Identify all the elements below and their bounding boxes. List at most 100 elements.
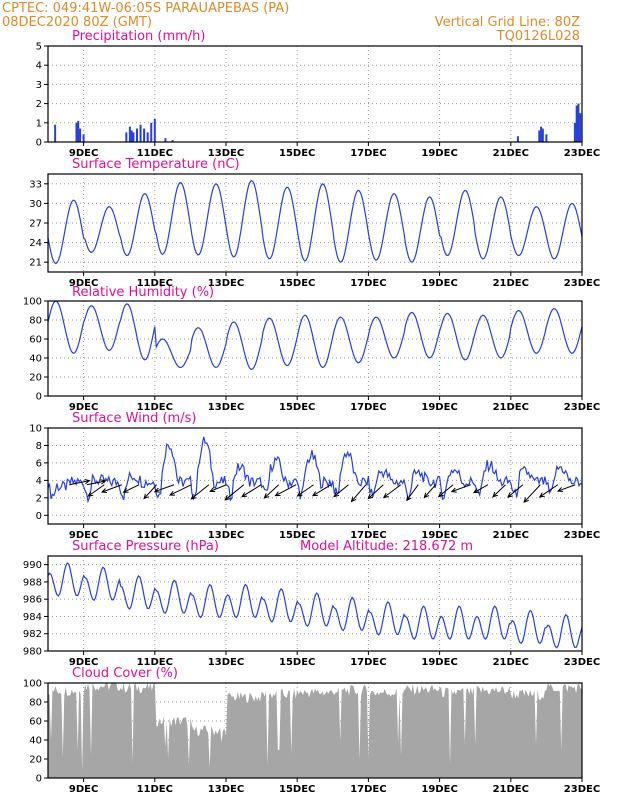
wind-arrow <box>406 484 419 501</box>
wind-arrow-head <box>100 479 107 485</box>
y-tick-label: 60 <box>29 717 42 728</box>
x-tick-label: 13DEC <box>208 784 244 795</box>
x-tick-label: 23DEC <box>564 657 600 668</box>
y-tick-label: 5 <box>36 42 42 53</box>
wind-arrow-head <box>169 490 176 496</box>
bar <box>516 136 519 142</box>
wind-arrow-head <box>333 491 340 498</box>
wind-arrow <box>143 484 157 499</box>
x-tick-label: 11DEC <box>137 657 173 668</box>
x-tick-label: 15DEC <box>279 278 315 289</box>
bar <box>577 103 580 142</box>
y-tick-label: 3 <box>36 80 42 91</box>
y-tick-label: 986 <box>23 595 42 606</box>
wind-arrow <box>333 484 349 497</box>
x-tick-label: 17DEC <box>350 278 386 289</box>
panel-pres: Surface Pressure (hPa) Model Altitude: 21… <box>23 539 600 668</box>
x-tick-label: 21DEC <box>493 278 529 289</box>
panel-title: Relative Humidity (%) <box>72 285 214 300</box>
y-tick-label: 8 <box>36 441 42 452</box>
x-tick-label: 9DEC <box>69 278 98 289</box>
bar <box>130 130 133 142</box>
bar <box>136 128 138 142</box>
y-tick-label: 0 <box>36 774 42 785</box>
header-date: 08DEC2020 80Z (GMT) <box>2 15 152 30</box>
wind-arrow-head <box>350 496 357 503</box>
y-tick-label: 990 <box>23 560 42 571</box>
x-tick-label: 19DEC <box>421 530 457 541</box>
wind-arrow-head <box>523 497 529 504</box>
wind-arrow <box>557 484 576 492</box>
y-tick-label: 10 <box>29 424 42 435</box>
x-tick-label: 19DEC <box>421 402 457 413</box>
y-tick-label: 4 <box>36 61 42 72</box>
wind-arrow-head <box>87 491 94 497</box>
cloud-area <box>48 683 582 778</box>
wind-arrow <box>423 484 437 498</box>
wind-arrow <box>224 484 245 501</box>
wind-arrow <box>367 484 384 499</box>
y-tick-label: 30 <box>29 199 42 210</box>
bar <box>150 122 153 142</box>
x-tick-label: 9DEC <box>69 657 98 668</box>
x-tick-label: 19DEC <box>421 784 457 795</box>
bar <box>79 128 82 142</box>
wind-arrow <box>69 480 90 486</box>
wind-arrow <box>297 484 314 497</box>
bar <box>132 132 135 142</box>
plot-frame <box>47 555 583 652</box>
wind-arrow <box>438 484 454 497</box>
y-tick-label: 980 <box>23 647 42 658</box>
wind-arrow <box>383 484 402 498</box>
wind-arrow-head <box>311 491 318 497</box>
x-tick-label: 9DEC <box>69 148 98 159</box>
x-tick-label: 17DEC <box>350 402 386 413</box>
y-tick-label: 100 <box>23 297 42 308</box>
wind-arrow <box>190 484 210 500</box>
bar <box>125 132 128 142</box>
bar <box>171 140 174 142</box>
y-tick-label: 2 <box>36 493 42 504</box>
y-tick-label: 20 <box>29 373 42 384</box>
bar <box>164 138 167 142</box>
bar <box>538 130 541 142</box>
y-tick-label: 1 <box>36 118 42 129</box>
x-tick-label: 21DEC <box>493 530 529 541</box>
bar <box>77 120 80 142</box>
panel-rh: Relative Humidity (%) 0 20 40 60 80 100 9DEC 11D… <box>23 285 600 413</box>
bar <box>579 113 582 142</box>
y-tick-label: 0 <box>36 392 42 403</box>
y-tick-label: 6 <box>36 458 42 469</box>
y-tick-label: 21 <box>29 258 42 269</box>
wind-arrow <box>123 484 140 493</box>
wind-arrow <box>312 484 332 497</box>
panel-title: Surface Pressure (hPa) <box>72 539 219 554</box>
header-location: CPTEC: 049:41W-06:05S PARAUAPEBAS (PA) <box>2 1 289 16</box>
bar <box>153 118 156 142</box>
x-tick-label: 23DEC <box>564 278 600 289</box>
wind-arrow-head <box>84 478 91 485</box>
y-tick-label: 27 <box>29 219 42 230</box>
x-tick-label: 19DEC <box>421 278 457 289</box>
x-tick-label: 17DEC <box>350 657 386 668</box>
x-tick-label: 23DEC <box>564 784 600 795</box>
x-tick-label: 13DEC <box>208 657 244 668</box>
plot-frame <box>47 300 583 397</box>
x-tick-label: 15DEC <box>279 784 315 795</box>
y-tick-label: 0 <box>36 511 42 522</box>
wind-arrow-head <box>190 494 197 500</box>
panel-temp: Surface Temperature (nC) 21 24 27 30 33 9DEC 11… <box>29 157 600 289</box>
wind-arrow-head <box>492 491 498 498</box>
wind-arrow <box>351 484 367 502</box>
y-tick-label: 40 <box>29 354 42 365</box>
header-model: TQ0126L028 <box>496 29 580 44</box>
panel-title: Surface Temperature (nC) <box>72 157 240 172</box>
plot-frame <box>47 45 583 143</box>
y-tick-label: 100 <box>23 679 42 690</box>
wind-arrow-head <box>538 492 545 498</box>
plot-frame <box>47 682 583 779</box>
x-tick-label: 15DEC <box>279 402 315 413</box>
series-line <box>47 179 583 265</box>
x-tick-label: 21DEC <box>493 402 529 413</box>
y-tick-label: 60 <box>29 335 42 346</box>
